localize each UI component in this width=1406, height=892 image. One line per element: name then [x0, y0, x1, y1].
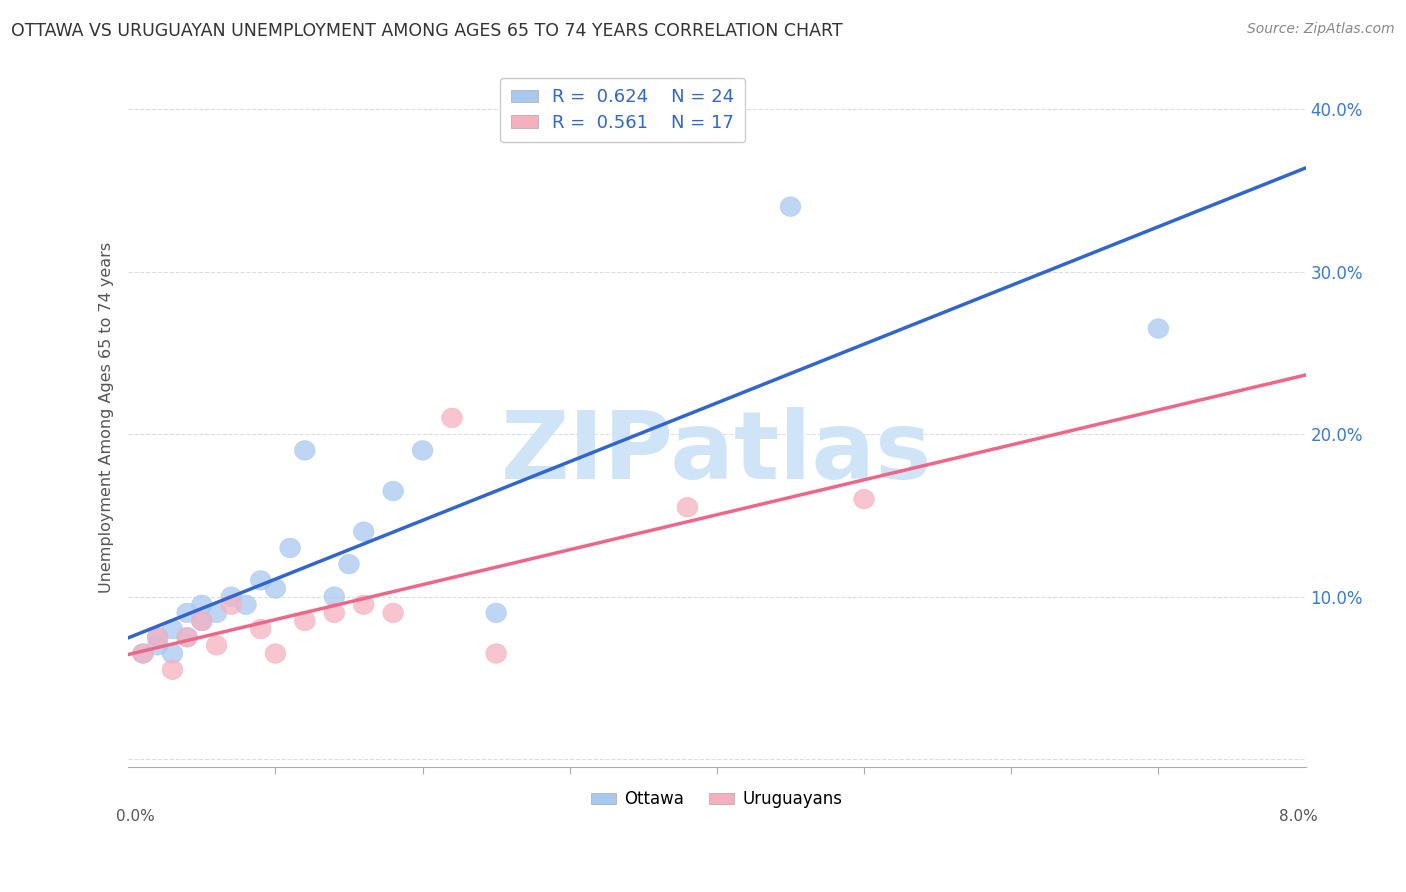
- Ellipse shape: [207, 636, 226, 655]
- Ellipse shape: [162, 660, 183, 680]
- Ellipse shape: [353, 522, 374, 541]
- Ellipse shape: [1149, 318, 1168, 338]
- Ellipse shape: [132, 644, 153, 664]
- Ellipse shape: [294, 441, 315, 460]
- Ellipse shape: [148, 627, 167, 647]
- Text: 0.0%: 0.0%: [117, 809, 155, 824]
- Ellipse shape: [236, 595, 256, 615]
- Ellipse shape: [678, 498, 697, 517]
- Ellipse shape: [191, 595, 212, 615]
- Text: 8.0%: 8.0%: [1278, 809, 1317, 824]
- Text: Source: ZipAtlas.com: Source: ZipAtlas.com: [1247, 22, 1395, 37]
- Ellipse shape: [148, 627, 167, 647]
- Ellipse shape: [177, 627, 197, 647]
- Ellipse shape: [853, 490, 875, 509]
- Ellipse shape: [250, 571, 271, 591]
- Ellipse shape: [191, 611, 212, 631]
- Ellipse shape: [266, 579, 285, 599]
- Ellipse shape: [486, 603, 506, 623]
- Ellipse shape: [382, 482, 404, 500]
- Ellipse shape: [382, 603, 404, 623]
- Legend: Ottawa, Uruguayans: Ottawa, Uruguayans: [585, 783, 849, 814]
- Ellipse shape: [323, 603, 344, 623]
- Ellipse shape: [162, 644, 183, 664]
- Ellipse shape: [221, 595, 242, 615]
- Ellipse shape: [323, 587, 344, 607]
- Y-axis label: Unemployment Among Ages 65 to 74 years: Unemployment Among Ages 65 to 74 years: [100, 243, 114, 593]
- Ellipse shape: [250, 619, 271, 639]
- Ellipse shape: [221, 587, 242, 607]
- Ellipse shape: [412, 441, 433, 460]
- Ellipse shape: [132, 644, 153, 664]
- Ellipse shape: [207, 603, 226, 623]
- Ellipse shape: [780, 197, 801, 217]
- Ellipse shape: [339, 555, 360, 574]
- Ellipse shape: [266, 644, 285, 664]
- Ellipse shape: [353, 595, 374, 615]
- Ellipse shape: [441, 409, 463, 427]
- Ellipse shape: [162, 619, 183, 639]
- Ellipse shape: [486, 644, 506, 664]
- Ellipse shape: [177, 603, 197, 623]
- Text: OTTAWA VS URUGUAYAN UNEMPLOYMENT AMONG AGES 65 TO 74 YEARS CORRELATION CHART: OTTAWA VS URUGUAYAN UNEMPLOYMENT AMONG A…: [11, 22, 842, 40]
- Ellipse shape: [294, 611, 315, 631]
- Ellipse shape: [177, 627, 197, 647]
- Ellipse shape: [280, 538, 301, 558]
- Ellipse shape: [191, 611, 212, 631]
- Text: ZIPatlas: ZIPatlas: [501, 407, 932, 499]
- Ellipse shape: [148, 636, 167, 655]
